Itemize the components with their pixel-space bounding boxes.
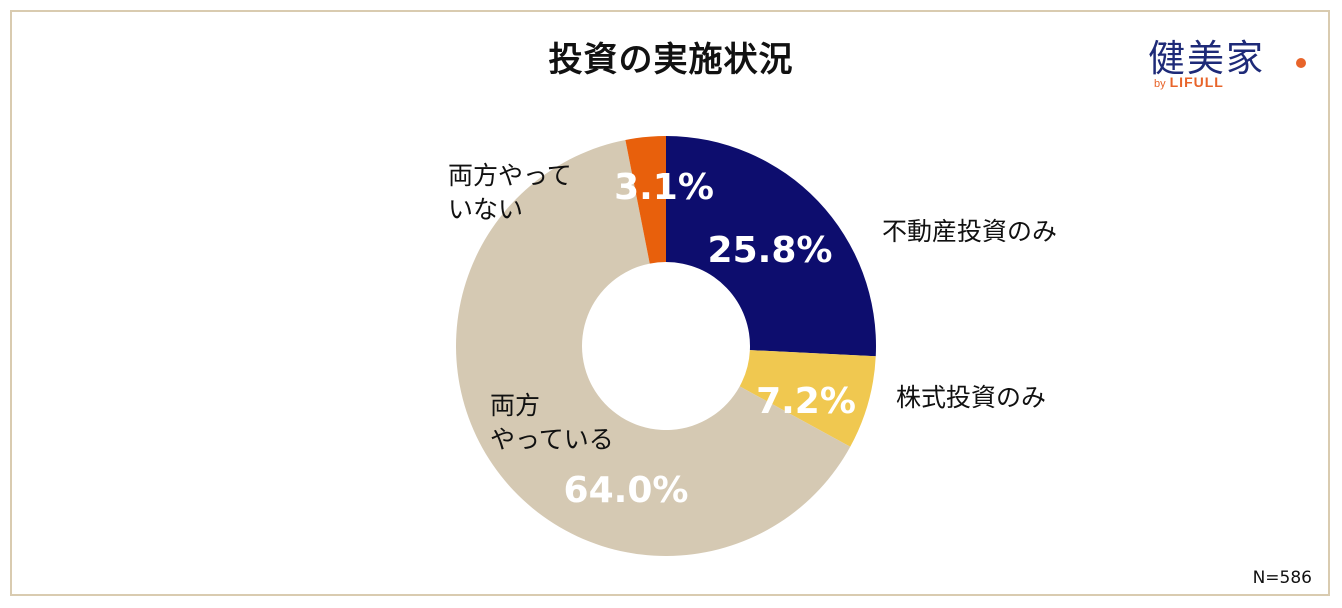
brand-logo: 健美家 by LIFULL [1148,28,1318,98]
slice-both [456,139,851,556]
category-label-neither: 両方やっていない [448,161,572,224]
logo-dot-icon [1296,58,1306,68]
logo-main-text: 健美家 [1148,37,1265,80]
category-label-real-estate-only: 不動産投資のみ [882,217,1057,246]
logo-by-text: by [1154,78,1166,90]
value-label-real-estate-only: 25.8% [708,230,833,271]
slice-neither [625,136,666,264]
chart-frame [10,10,1330,596]
logo-sub-text: by LIFULL [1154,74,1224,92]
slice-stocks-only [739,350,876,447]
sample-size-note: N=586 [1252,568,1312,588]
slice-real-estate-only [666,136,877,357]
category-label-stocks-only: 株式投資のみ [896,383,1046,412]
chart-title: 投資の実施状況 [548,40,794,80]
category-label-both: 両方やっている [490,391,614,454]
logo-brand-text: LIFULL [1169,74,1224,90]
value-label-neither: 3.1% [614,167,714,208]
value-label-both: 64.0% [564,470,689,511]
value-label-stocks-only: 7.2% [756,381,856,422]
